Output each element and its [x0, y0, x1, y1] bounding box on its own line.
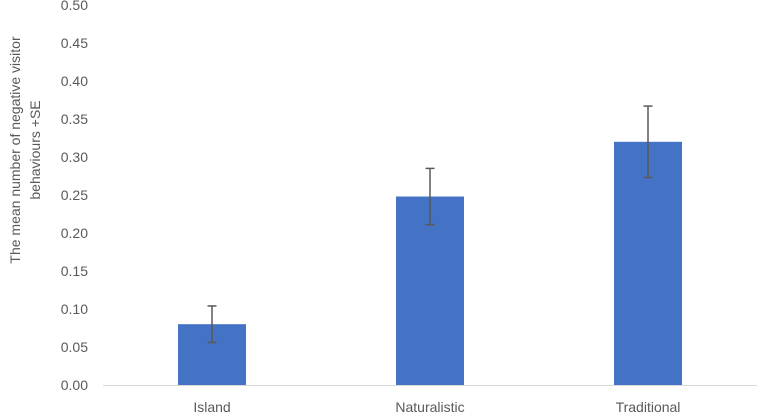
error-bars: [207, 105, 653, 344]
y-tick-label: 0.25: [61, 187, 88, 203]
y-tick-label: 0.35: [61, 111, 88, 127]
y-tick-label: 0.15: [61, 263, 88, 279]
bar-naturalistic: [396, 196, 464, 385]
bars: [178, 141, 682, 385]
y-tick-label: 0.20: [61, 225, 88, 241]
y-tick-label: 0.45: [61, 35, 88, 51]
y-axis-title-line-1: The mean number of negative visitor: [7, 36, 23, 264]
y-axis-ticks: 0.00 0.05 0.10 0.15 0.20 0.25 0.30 0.35 0.40 0.45…: [61, 0, 88, 393]
bar-traditional: [614, 141, 682, 385]
x-category-label-traditional: Traditional: [616, 399, 681, 414]
y-tick-label: 0.30: [61, 149, 88, 165]
x-axis-category-labels: Island Naturalistic Traditional: [193, 399, 680, 414]
y-tick-label: 0.05: [61, 339, 88, 355]
y-axis-title: The mean number of negative visitor beha…: [7, 36, 43, 264]
y-tick-label: 0.40: [61, 73, 88, 89]
x-category-label-island: Island: [193, 399, 230, 414]
y-tick-label: 0.10: [61, 301, 88, 317]
x-category-label-naturalistic: Naturalistic: [395, 399, 464, 414]
y-tick-label: 0.00: [61, 377, 88, 393]
y-axis-title-line-2: behaviours +SE: [27, 100, 43, 199]
y-tick-label: 0.50: [61, 0, 88, 13]
